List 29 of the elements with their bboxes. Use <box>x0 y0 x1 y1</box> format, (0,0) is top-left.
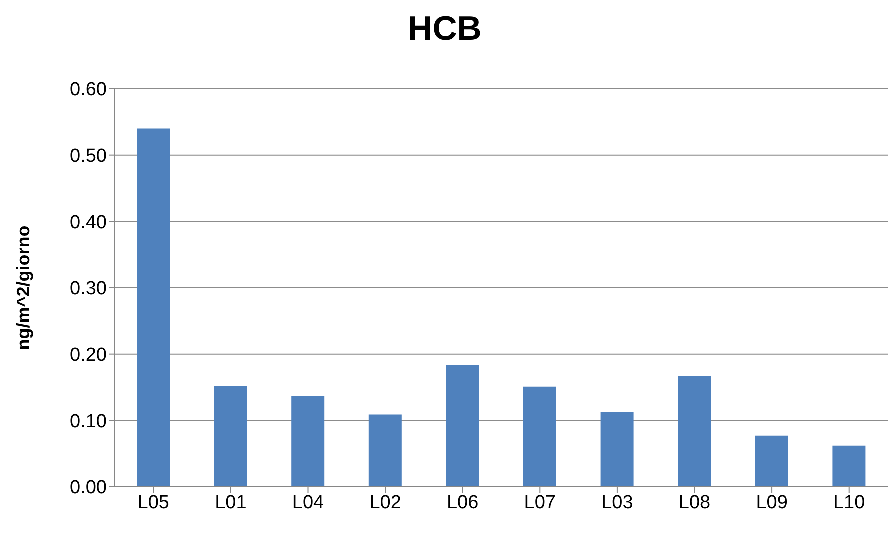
x-tick-label: L02 <box>370 492 402 514</box>
x-tick-label: L08 <box>678 492 711 514</box>
y-tick-label: 0.40 <box>70 212 107 234</box>
x-tick-label: L07 <box>524 492 556 514</box>
y-tick-label: 0.10 <box>70 411 107 432</box>
x-tick-label: L10 <box>834 492 866 514</box>
bar <box>292 396 325 487</box>
y-tick-label: 0.00 <box>70 478 107 499</box>
x-tick-label: L01 <box>215 492 247 514</box>
x-tick-label: L06 <box>447 492 479 514</box>
chart-title: HCB <box>407 10 483 49</box>
y-tick-label: 0.60 <box>70 80 107 101</box>
bar <box>214 386 248 487</box>
bar <box>524 386 556 487</box>
bar <box>678 376 712 487</box>
bar <box>832 446 866 487</box>
y-axis-title: ng/m^2/giorno <box>14 226 34 350</box>
x-tick-label: L03 <box>602 492 634 514</box>
y-tick-label: 0.30 <box>70 278 107 300</box>
bar <box>600 412 634 487</box>
y-tick-label: 0.50 <box>70 146 107 168</box>
x-tick-label: L05 <box>138 492 170 514</box>
bar <box>368 414 402 487</box>
bar <box>755 436 788 487</box>
bar <box>137 128 170 487</box>
y-tick-label: 0.20 <box>70 345 107 366</box>
x-tick-label: L09 <box>756 492 788 514</box>
x-tick-label: L04 <box>292 492 325 514</box>
bar <box>446 364 480 487</box>
